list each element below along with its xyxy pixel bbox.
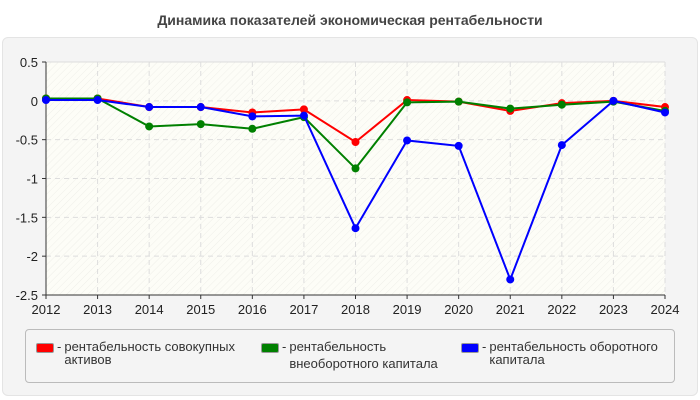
data-point — [299, 105, 308, 114]
y-tick-label: -0.5 — [16, 133, 38, 148]
data-point — [506, 275, 515, 284]
data-point — [196, 120, 205, 129]
data-point — [145, 103, 154, 112]
data-point — [145, 122, 154, 131]
x-tick-label: 2021 — [496, 302, 525, 317]
data-point — [299, 111, 308, 120]
data-point — [351, 224, 360, 233]
x-tick-label: 2020 — [444, 302, 473, 317]
data-point — [42, 96, 50, 105]
legend-swatch-green — [261, 343, 279, 353]
legend-label: рентабельность оборотного капитала — [489, 339, 658, 367]
x-tick-label: 2012 — [32, 302, 61, 317]
data-point — [196, 103, 205, 112]
legend-item-noncurrent-capital[interactable]: - рентабельность внеоборотного капитала — [261, 339, 441, 372]
y-tick-label: -1 — [26, 172, 38, 187]
x-tick-label: 2017 — [289, 302, 318, 317]
data-point — [351, 137, 360, 146]
y-tick-label: -1.5 — [16, 210, 38, 225]
data-point — [93, 96, 102, 105]
data-point — [248, 112, 257, 121]
x-tick-label: 2018 — [341, 302, 370, 317]
data-point — [403, 136, 412, 145]
y-tick-label: 0.5 — [20, 55, 38, 70]
data-point — [248, 124, 257, 133]
legend-item-working-capital[interactable]: - рентабельность оборотного капитала — [461, 340, 671, 366]
legend-item-total-assets[interactable]: - рентабельность совокупных активов — [36, 340, 251, 366]
legend-swatch-blue — [461, 343, 479, 353]
chart-title: Динамика показателей экономическая рента… — [157, 12, 543, 28]
x-tick-label: 2024 — [651, 302, 680, 317]
legend-label: рентабельность внеоборотного капитала — [289, 339, 438, 371]
x-tick-label: 2013 — [83, 302, 112, 317]
data-point — [454, 141, 463, 150]
x-tick-label: 2016 — [238, 302, 267, 317]
x-tick-label: 2022 — [547, 302, 576, 317]
data-point — [454, 97, 463, 106]
data-point — [609, 96, 618, 105]
data-point — [557, 100, 566, 109]
y-tick-label: 0 — [31, 94, 38, 109]
x-tick-label: 2014 — [135, 302, 164, 317]
data-point — [351, 164, 360, 173]
data-point — [557, 141, 566, 150]
x-tick-label: 2019 — [393, 302, 422, 317]
data-point — [661, 108, 669, 117]
data-point — [403, 98, 412, 107]
y-tick-label: -2 — [26, 249, 38, 264]
legend: - рентабельность совокупных активов - ре… — [25, 329, 675, 383]
x-tick-label: 2015 — [186, 302, 215, 317]
legend-label: рентабельность совокупных активов — [64, 339, 235, 367]
data-point — [506, 104, 515, 113]
y-tick-label: -2.5 — [16, 288, 38, 303]
x-tick-label: 2023 — [599, 302, 628, 317]
legend-swatch-red — [36, 343, 54, 353]
